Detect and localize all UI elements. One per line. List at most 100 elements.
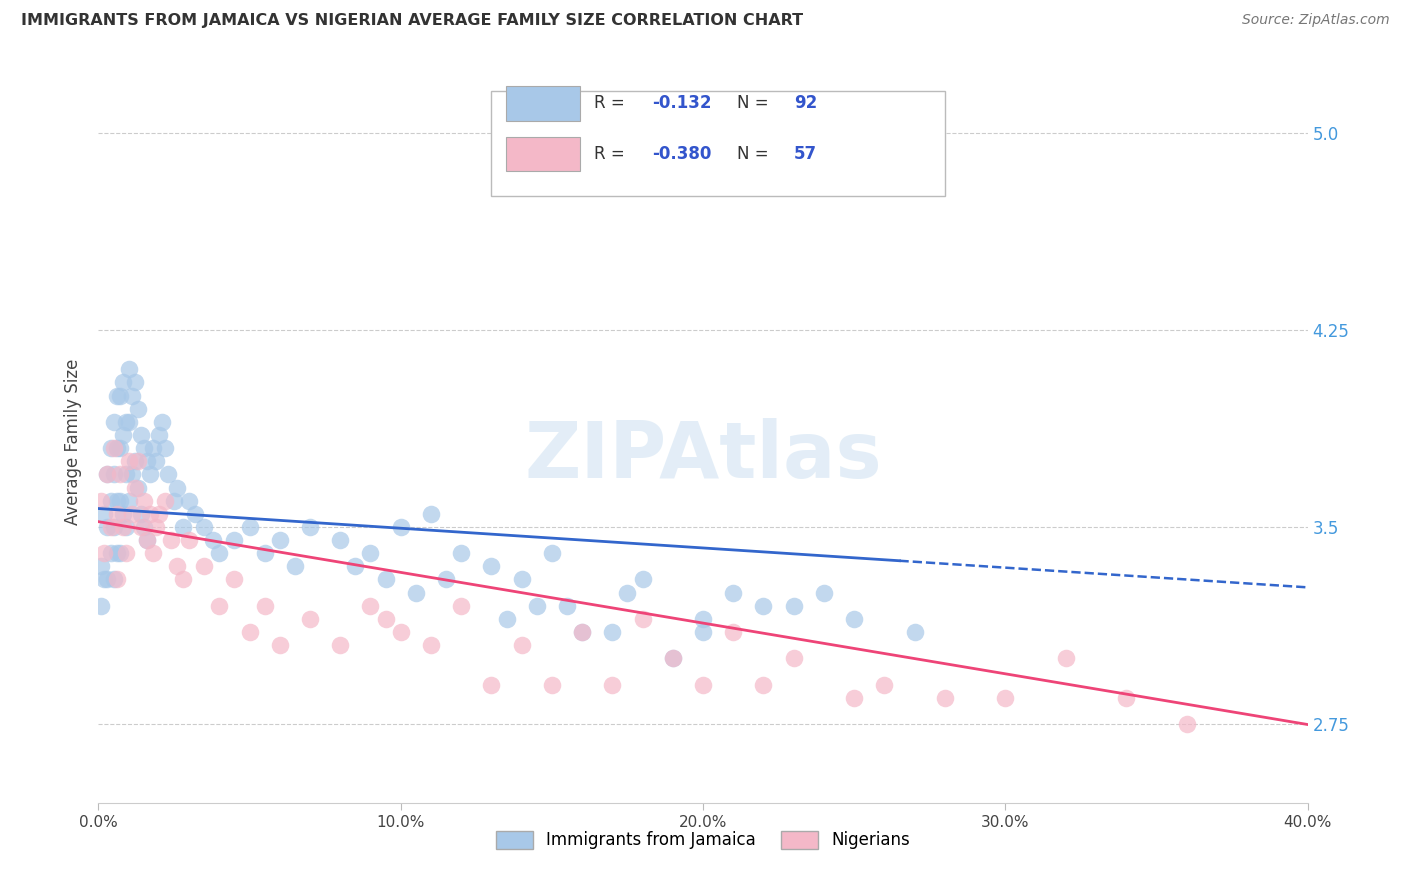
Text: R =: R =	[595, 145, 630, 163]
Point	[510, 638, 533, 652]
Point	[783, 599, 806, 613]
Point	[160, 533, 183, 547]
Point	[129, 428, 152, 442]
Point	[344, 559, 367, 574]
Point	[135, 533, 157, 547]
Point	[299, 612, 322, 626]
Point	[156, 467, 179, 482]
FancyBboxPatch shape	[492, 91, 945, 196]
Point	[153, 493, 176, 508]
Point	[202, 533, 225, 547]
Point	[121, 467, 143, 482]
Point	[253, 599, 276, 613]
Point	[420, 638, 443, 652]
Point	[103, 415, 125, 429]
Point	[105, 546, 128, 560]
Point	[118, 362, 141, 376]
Point	[105, 388, 128, 402]
Point	[96, 467, 118, 482]
Point	[783, 651, 806, 665]
Point	[253, 546, 276, 560]
Point	[844, 612, 866, 626]
Text: N =: N =	[737, 95, 773, 112]
Text: R =: R =	[595, 95, 630, 112]
Point	[129, 520, 152, 534]
Point	[135, 454, 157, 468]
Point	[269, 533, 291, 547]
Text: IMMIGRANTS FROM JAMAICA VS NIGERIAN AVERAGE FAMILY SIZE CORRELATION CHART: IMMIGRANTS FROM JAMAICA VS NIGERIAN AVER…	[21, 13, 803, 29]
Point	[108, 441, 131, 455]
Point	[127, 454, 149, 468]
Point	[166, 559, 188, 574]
Point	[179, 493, 201, 508]
Point	[124, 454, 146, 468]
Point	[90, 559, 112, 574]
Point	[127, 401, 149, 416]
Y-axis label: Average Family Size: Average Family Size	[65, 359, 83, 524]
Point	[374, 573, 396, 587]
Point	[844, 690, 866, 705]
Point	[105, 507, 128, 521]
Point	[139, 507, 162, 521]
Point	[132, 441, 155, 455]
Point	[148, 428, 170, 442]
Point	[111, 520, 134, 534]
Point	[389, 625, 412, 640]
Point	[224, 533, 246, 547]
Point	[752, 599, 775, 613]
Point	[114, 520, 136, 534]
Point	[193, 520, 215, 534]
Point	[118, 493, 141, 508]
Point	[723, 585, 745, 599]
Point	[405, 585, 427, 599]
Point	[90, 493, 112, 508]
Point	[142, 441, 165, 455]
Point	[96, 520, 118, 534]
Text: 57: 57	[794, 145, 817, 163]
Point	[148, 507, 170, 521]
Point	[145, 454, 167, 468]
FancyBboxPatch shape	[506, 86, 579, 120]
Point	[179, 533, 201, 547]
Point	[420, 507, 443, 521]
Point	[103, 441, 125, 455]
Point	[299, 520, 322, 534]
Point	[100, 520, 122, 534]
Point	[127, 481, 149, 495]
Point	[108, 388, 131, 402]
Point	[90, 599, 112, 613]
Text: 92: 92	[794, 95, 817, 112]
Point	[114, 467, 136, 482]
Point	[208, 546, 231, 560]
Point	[100, 546, 122, 560]
Point	[873, 677, 896, 691]
Point	[105, 493, 128, 508]
Point	[284, 559, 307, 574]
Point	[389, 520, 412, 534]
Point	[93, 546, 115, 560]
Point	[118, 415, 141, 429]
Point	[1054, 651, 1077, 665]
Point	[450, 599, 472, 613]
Point	[139, 467, 162, 482]
Point	[224, 573, 246, 587]
Point	[111, 507, 134, 521]
Point	[752, 677, 775, 691]
Point	[692, 677, 714, 691]
Point	[631, 573, 654, 587]
Point	[813, 585, 835, 599]
Point	[510, 573, 533, 587]
Text: -0.380: -0.380	[652, 145, 711, 163]
Point	[602, 677, 624, 691]
Point	[121, 507, 143, 521]
Point	[105, 441, 128, 455]
Point	[163, 493, 186, 508]
Point	[103, 573, 125, 587]
Point	[374, 612, 396, 626]
Point	[360, 599, 382, 613]
Point	[329, 638, 352, 652]
Point	[96, 467, 118, 482]
Point	[526, 599, 548, 613]
Point	[540, 677, 562, 691]
Point	[108, 546, 131, 560]
